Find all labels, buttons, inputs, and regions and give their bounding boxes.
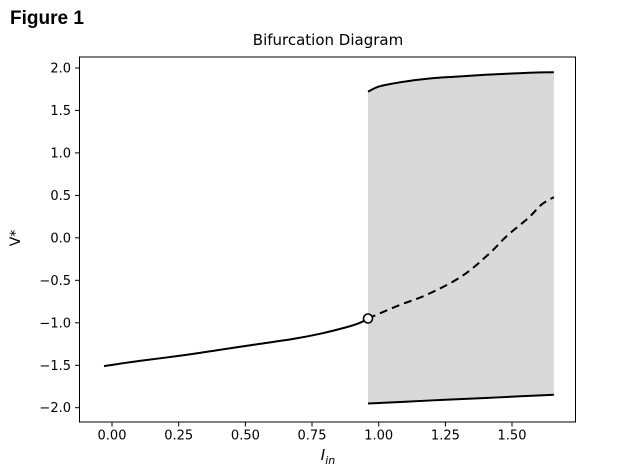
bistable-region-fill xyxy=(368,72,554,404)
x-tick-label: 0.25 xyxy=(164,429,193,444)
y-tick-label: 0.0 xyxy=(50,231,71,246)
curve-unstable-branch-middle xyxy=(367,196,555,320)
x-tick-label: 1.00 xyxy=(364,429,393,444)
x-axis-label-symbol: I xyxy=(320,446,326,464)
saddle-node-marker xyxy=(362,313,374,324)
x-axis-label: Iin xyxy=(80,446,576,467)
x-tick-label: 0.00 xyxy=(98,429,127,444)
chart-title: Bifurcation Diagram xyxy=(252,31,404,49)
y-tick-label: −1.5 xyxy=(39,359,71,374)
y-tick-label: 0.5 xyxy=(50,189,71,204)
y-tick-label: 1.5 xyxy=(50,104,71,119)
y-tick-label: −2.0 xyxy=(39,401,71,416)
curve-stable-branch-left xyxy=(103,317,369,368)
x-tick-label: 0.75 xyxy=(298,429,327,444)
y-tick-label: −1.0 xyxy=(39,316,71,331)
x-tick-label: 0.50 xyxy=(231,429,260,444)
figure-label: Figure 1 xyxy=(10,8,84,29)
curve-stable-branch-lower xyxy=(367,393,554,405)
x-tick-label: 1.50 xyxy=(498,429,527,444)
x-tick-label: 1.25 xyxy=(431,429,460,444)
x-axis-label-subscript: in xyxy=(325,454,336,467)
curve-stable-branch-upper xyxy=(367,71,554,93)
y-tick-label: −0.5 xyxy=(39,274,71,289)
y-tick-label: 1.0 xyxy=(50,146,71,161)
y-tick-label: 2.0 xyxy=(50,62,71,77)
axes-spines xyxy=(79,56,576,423)
